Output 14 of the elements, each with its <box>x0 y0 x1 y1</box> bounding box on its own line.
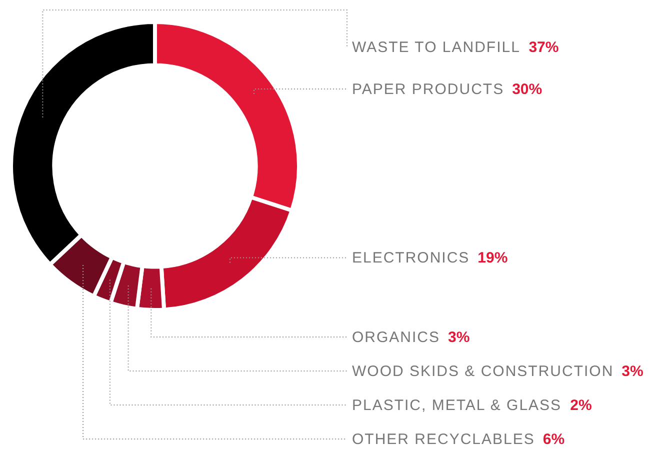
slice-label: WASTE TO LANDFILL <box>352 39 520 56</box>
data-label: 3% <box>622 363 644 380</box>
slice-label: PAPER PRODUCTS <box>352 81 504 98</box>
data-label: 6% <box>542 431 565 448</box>
slice-label: PLASTIC, METAL & GLASS <box>352 397 562 414</box>
data-label: 2% <box>570 397 592 414</box>
data-label: 30% <box>512 81 542 98</box>
data-label: 37% <box>528 39 559 56</box>
slice-label: ORGANICS <box>352 329 440 346</box>
data-label: 19% <box>478 250 508 267</box>
slice-label: WOOD SKIDS & CONSTRUCTION <box>352 363 614 380</box>
slice-label: OTHER RECYCLABLES <box>352 431 535 448</box>
slice-label: ELECTRONICS <box>352 250 470 267</box>
data-label: 3% <box>448 329 470 346</box>
